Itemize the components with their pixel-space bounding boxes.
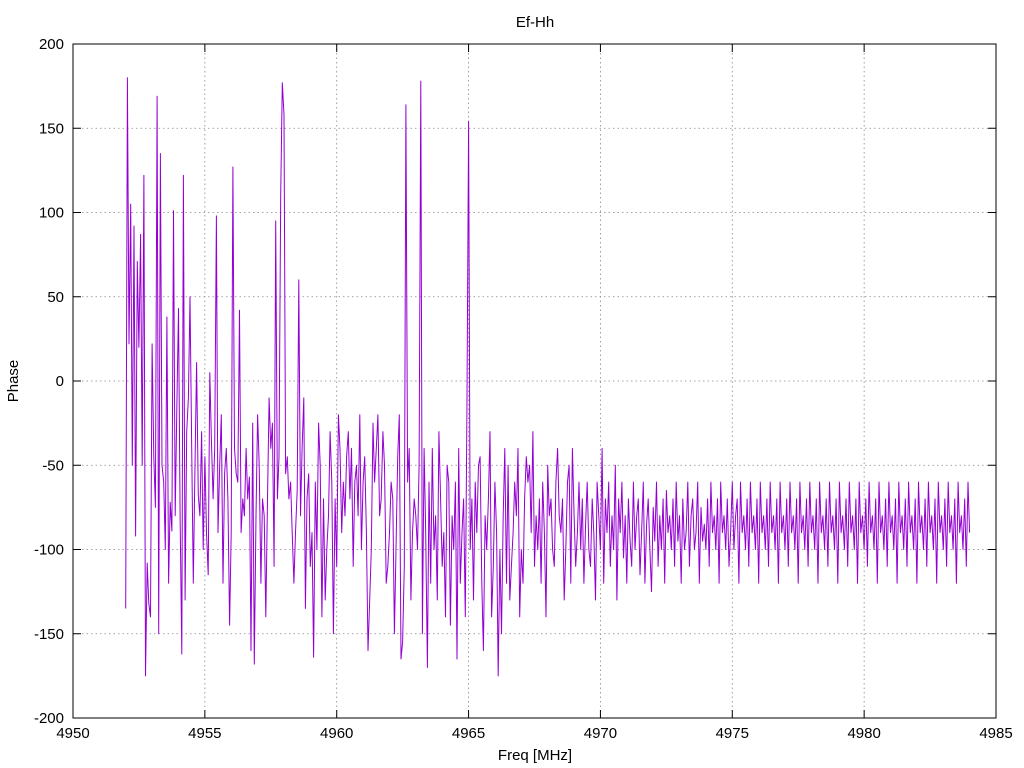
y-tick-label: -150 — [34, 626, 64, 643]
y-tick-label: -50 — [42, 457, 64, 474]
x-tick-label: 4950 — [56, 725, 89, 742]
y-axis-label: Phase — [5, 360, 22, 403]
y-tick-label: -100 — [34, 542, 64, 559]
chart-title: Ef-Hh — [516, 14, 554, 31]
y-tick-label: 0 — [56, 373, 64, 390]
y-tick-label: -200 — [34, 710, 64, 727]
x-tick-label: 4975 — [716, 725, 749, 742]
x-tick-label: 4970 — [584, 725, 617, 742]
x-tick-label: 4985 — [979, 725, 1012, 742]
y-tick-label: 150 — [39, 120, 64, 137]
phase-series-line — [125, 77, 971, 677]
axis-ticks: 4950 4955 4960 4965 4970 4975 4980 4985 200 150 10… — [34, 36, 1013, 742]
x-tick-label: 4980 — [847, 725, 880, 742]
y-tick-label: 50 — [47, 289, 64, 306]
series-layer — [125, 77, 971, 677]
x-tick-label: 4960 — [320, 725, 353, 742]
plot-frame — [72, 43, 997, 719]
y-tick-label: 100 — [39, 205, 64, 222]
x-axis-label: Freq [MHz] — [498, 747, 572, 764]
x-tick-label: 4955 — [188, 725, 221, 742]
grid — [73, 44, 996, 718]
y-tick-label: 200 — [39, 36, 64, 53]
x-tick-label: 4965 — [452, 725, 485, 742]
